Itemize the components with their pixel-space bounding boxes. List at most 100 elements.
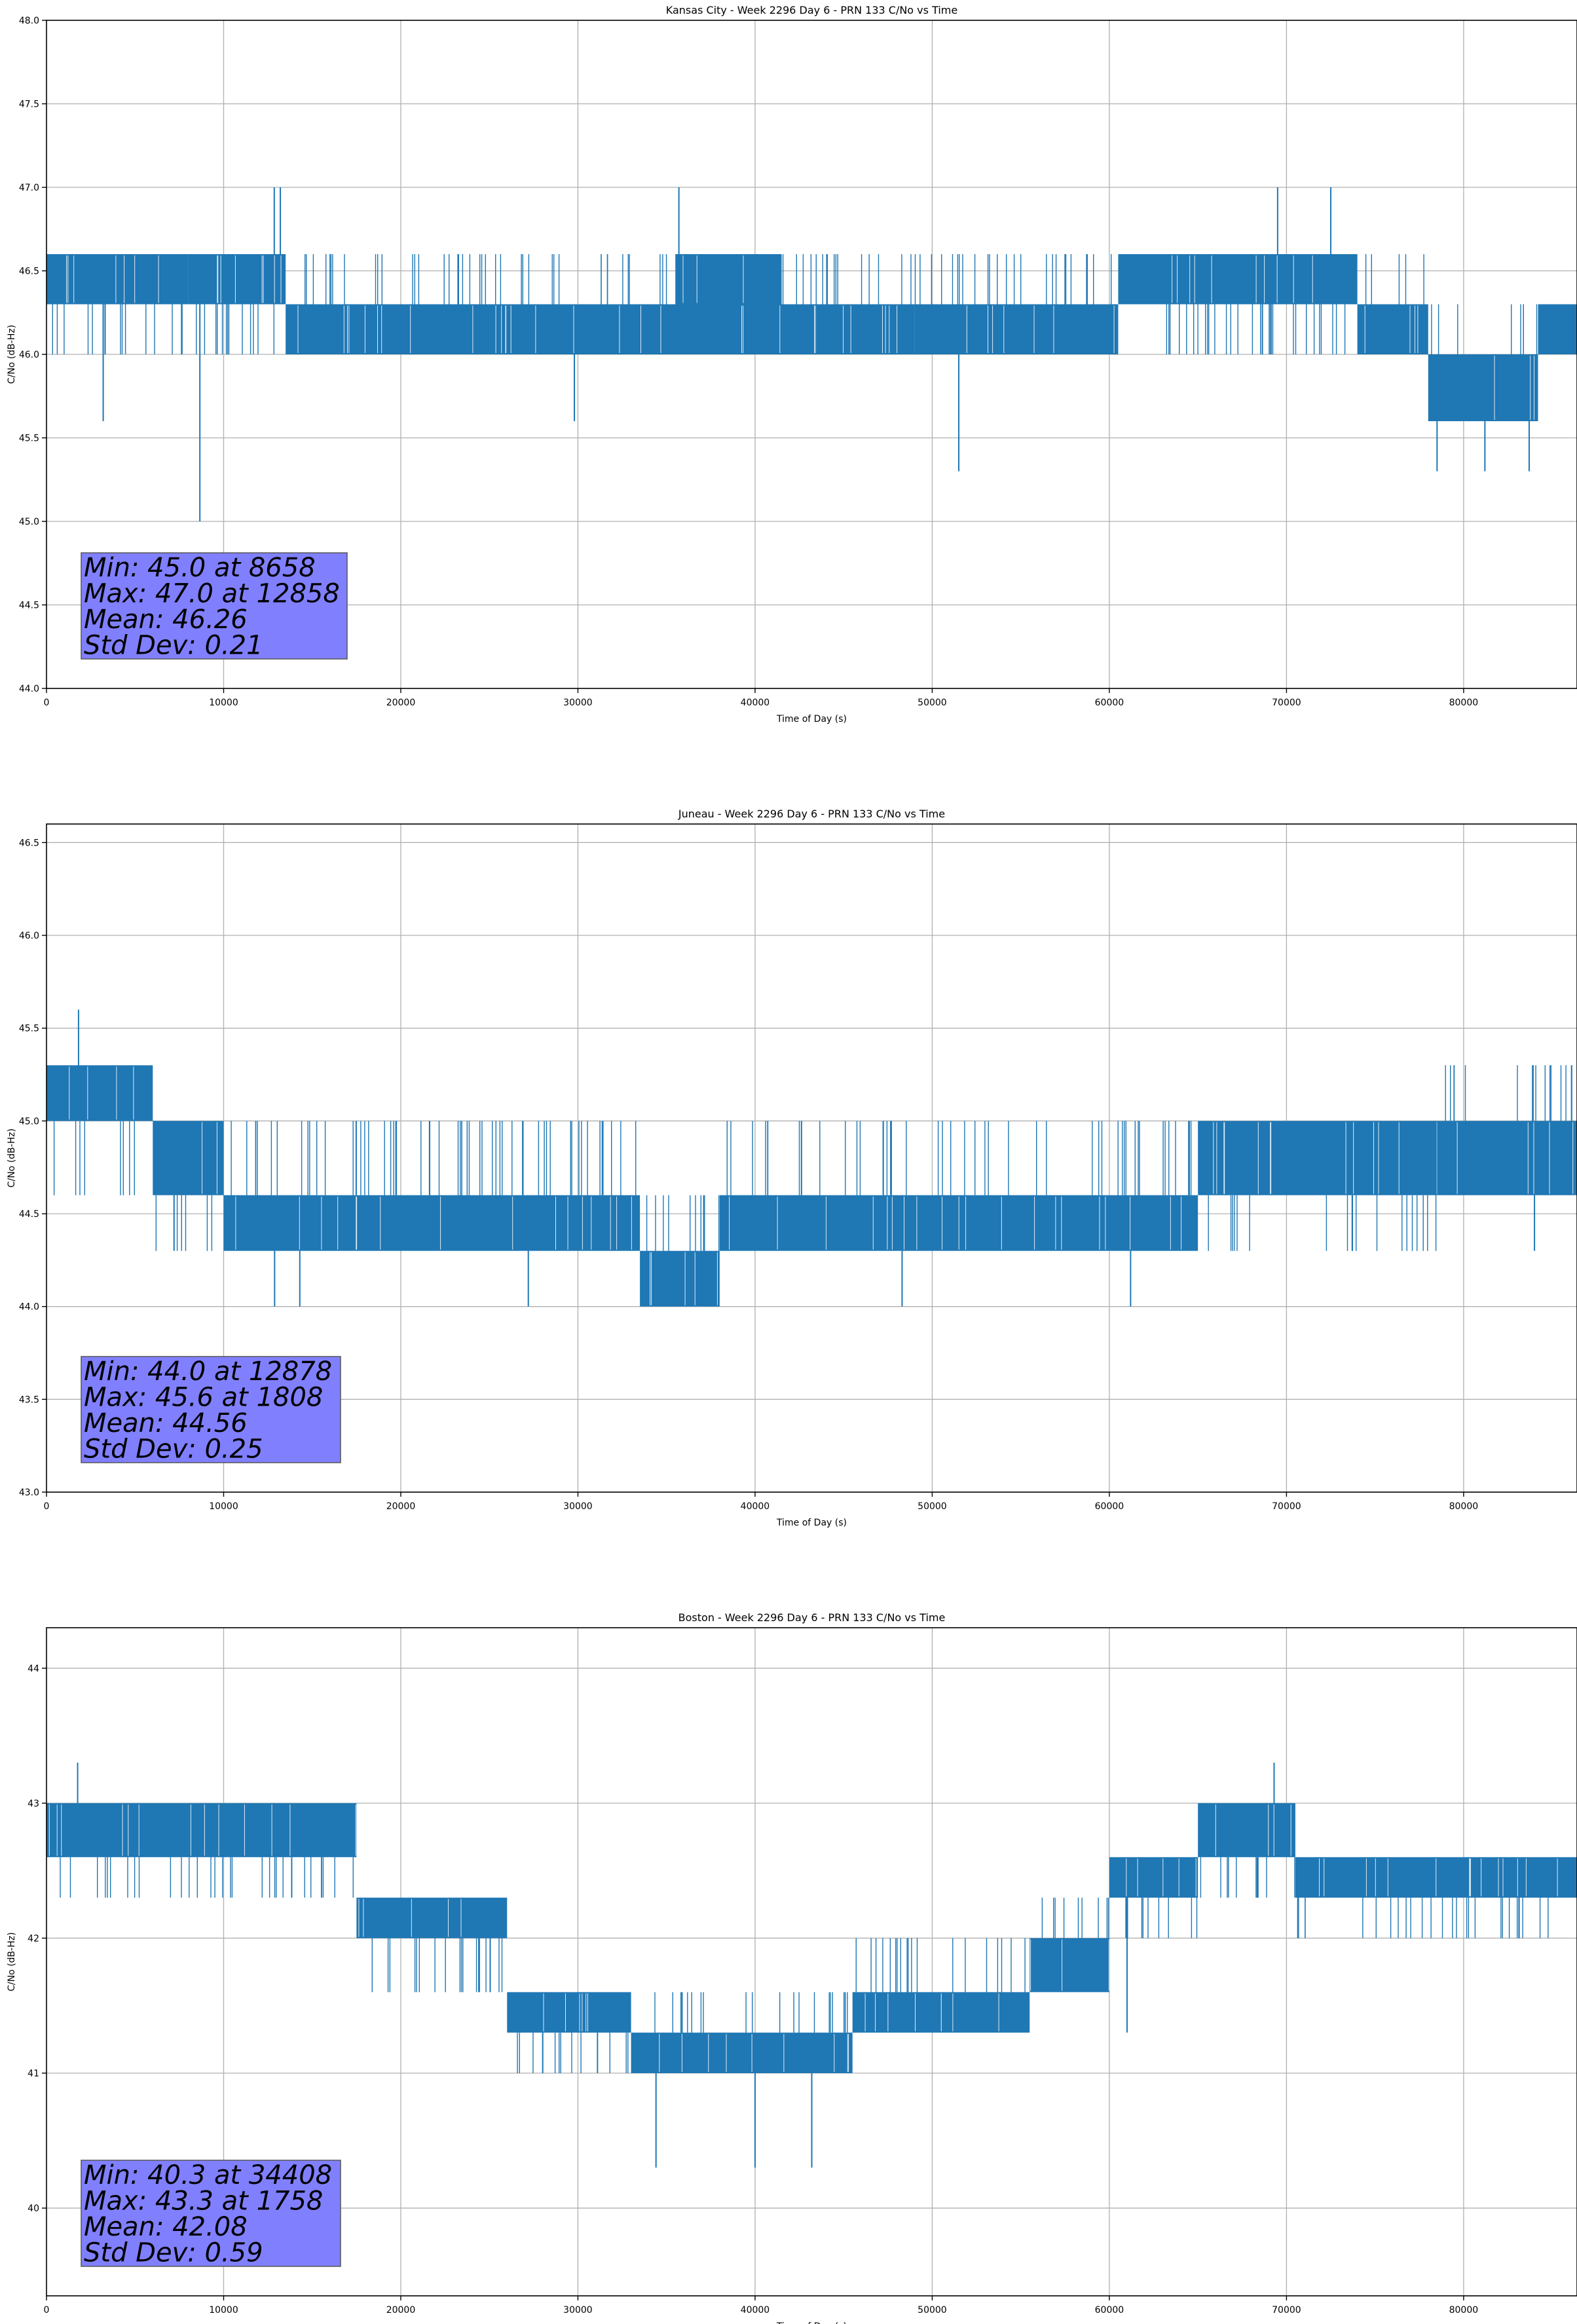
- x-axis-label: Time of Day (s): [776, 714, 847, 724]
- cno-series: [46, 1009, 1577, 1307]
- y-axis-label: C/No (dB-Hz): [7, 1129, 17, 1188]
- stats-max: Max: 45.6 at 1808: [84, 1383, 323, 1413]
- data-excursions: [1297, 1898, 1549, 1938]
- band-gaps: [1319, 1858, 1558, 1897]
- y-tick-label: 45.5: [19, 1024, 39, 1034]
- data-band: [356, 1898, 508, 1938]
- band-gaps: [682, 255, 744, 303]
- x-tick-label: 10000: [209, 698, 238, 708]
- x-tick-label: 30000: [563, 698, 593, 708]
- data-excursions: [53, 1121, 135, 1195]
- data-band: [1198, 1803, 1295, 1858]
- x-tick-label: 70000: [1272, 2305, 1301, 2315]
- chart-title: Boston - Week 2296 Day 6 - PRN 133 C/No …: [678, 1611, 946, 1624]
- x-tick-label: 80000: [1449, 1501, 1479, 1512]
- x-tick-label: 50000: [918, 698, 947, 708]
- axes-frame: [46, 1627, 1577, 2296]
- chart-panel: 0 10000 20000 30000 40000 50000 60000 70000 8000…: [7, 1611, 1577, 2324]
- stats-min: Min: 40.3 at 34408: [84, 2160, 332, 2190]
- data-excursions: [726, 1121, 1192, 1195]
- y-tick-label: 44.0: [19, 684, 39, 694]
- band-gaps: [650, 1252, 718, 1305]
- data-excursions: [196, 304, 274, 354]
- band-gaps: [1213, 1122, 1438, 1194]
- y-tick-label: 46.0: [19, 350, 39, 360]
- data-excursions: [60, 1857, 354, 1898]
- x-tick-label: 10000: [209, 2305, 238, 2315]
- data-band: [223, 1195, 640, 1251]
- band-gaps: [1030, 1939, 1109, 1991]
- y-tick-label: 44.5: [19, 1209, 39, 1220]
- band-gaps: [358, 1899, 462, 1937]
- band-gaps: [235, 1196, 632, 1250]
- x-tick-label: 80000: [1449, 2305, 1479, 2315]
- data-excursions: [231, 1121, 637, 1195]
- y-axis-label: C/No (dB-Hz): [7, 325, 17, 384]
- y-tick-label: 46.0: [19, 931, 39, 941]
- data-band: [914, 304, 1119, 354]
- data-band: [1198, 1121, 1438, 1195]
- stats-max: Max: 47.0 at 12858: [84, 579, 340, 609]
- data-band: [1118, 254, 1358, 305]
- y-tick-label: 41: [28, 2069, 39, 2079]
- y-tick-label: 45.0: [19, 517, 39, 527]
- stats-std: Std Dev: 0.25: [84, 1434, 263, 1465]
- x-tick-label: 50000: [918, 2305, 947, 2315]
- y-tick-label: 48.0: [19, 16, 39, 26]
- data-excursions: [1208, 1195, 1437, 1251]
- data-band: [507, 1992, 631, 2033]
- data-excursions: [517, 2033, 629, 2073]
- y-tick-label: 46.5: [19, 267, 39, 277]
- y-tick-label: 45.5: [19, 434, 39, 444]
- chart-title: Juneau - Week 2296 Day 6 - PRN 133 C/No …: [678, 808, 945, 820]
- band-gaps: [202, 1122, 217, 1194]
- stats-min: Min: 45.0 at 8658: [84, 553, 316, 583]
- data-excursions: [1041, 1898, 1109, 1938]
- y-tick-label: 46.5: [19, 838, 39, 848]
- band-gaps: [1364, 305, 1419, 353]
- data-band: [153, 1121, 224, 1195]
- band-gaps: [729, 1196, 1182, 1250]
- data-excursions: [1125, 1898, 1198, 1938]
- data-band: [1357, 304, 1428, 354]
- data-band: [188, 254, 286, 305]
- stats-std: Std Dev: 0.59: [84, 2238, 263, 2268]
- x-tick-label: 80000: [1449, 698, 1479, 708]
- data-excursions: [371, 1938, 503, 1993]
- x-tick-label: 70000: [1272, 1501, 1301, 1512]
- band-gaps: [1126, 1858, 1197, 1897]
- stats-box-background: [81, 1356, 341, 1463]
- data-band: [46, 1065, 153, 1121]
- stats-mean: Mean: 46.26: [84, 605, 248, 635]
- y-tick-label: 47.5: [19, 100, 39, 110]
- band-gaps: [619, 305, 898, 353]
- data-band: [46, 1803, 357, 1858]
- data-band: [640, 1250, 720, 1307]
- chart-panel: 0 10000 20000 30000 40000 50000 60000 70000 8000…: [7, 808, 1577, 1528]
- data-excursions: [601, 254, 916, 305]
- x-axis-label: Time of Day (s): [776, 1518, 847, 1528]
- x-tick-label: 40000: [741, 698, 770, 708]
- data-band: [1109, 1857, 1198, 1898]
- grid: [46, 1628, 1577, 2296]
- data-excursions: [1200, 1857, 1295, 1898]
- x-tick-label: 10000: [209, 1501, 238, 1512]
- y-tick-label: 45.0: [19, 1116, 39, 1127]
- band-gaps: [217, 255, 282, 303]
- band-gaps: [1456, 1122, 1574, 1194]
- band-gaps: [297, 305, 574, 353]
- data-excursions: [1445, 1065, 1572, 1121]
- band-gaps: [864, 1993, 999, 2032]
- y-axis-label: C/No (dB-Hz): [7, 1932, 17, 1991]
- x-tick-label: 0: [44, 698, 50, 708]
- data-excursions: [52, 304, 183, 354]
- x-tick-label: 0: [44, 1501, 50, 1512]
- data-excursions: [919, 254, 1112, 305]
- x-tick-label: 70000: [1272, 698, 1301, 708]
- band-gaps: [966, 305, 1115, 353]
- x-tick-label: 30000: [563, 1501, 593, 1512]
- data-excursions: [646, 1195, 720, 1251]
